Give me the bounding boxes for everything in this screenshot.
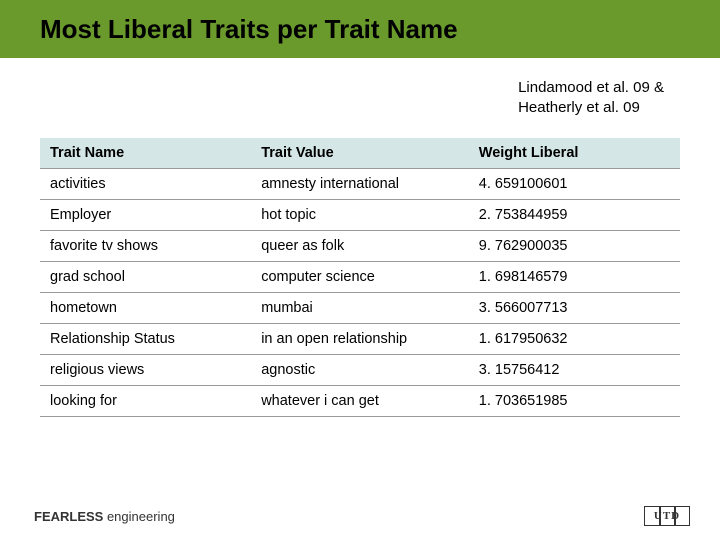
table-cell: 3. 566007713 [469,293,680,324]
table-row: grad schoolcomputer science1. 698146579 [40,262,680,293]
table-cell: Employer [40,200,251,231]
table-cell: 9. 762900035 [469,231,680,262]
table-cell: computer science [251,262,469,293]
table-cell: activities [40,169,251,200]
citation-line: Heatherly et al. 09 [518,98,664,118]
table-cell: hot topic [251,200,469,231]
slide-title: Most Liberal Traits per Trait Name [40,14,458,45]
table-cell: amnesty international [251,169,469,200]
table-row: hometownmumbai3. 566007713 [40,293,680,324]
table-cell: Relationship Status [40,324,251,355]
table-cell: whatever i can get [251,386,469,417]
utd-logo: UTD [644,506,690,526]
table-cell: 2. 753844959 [469,200,680,231]
table-row: looking forwhatever i can get1. 70365198… [40,386,680,417]
table-cell: 1. 703651985 [469,386,680,417]
table-cell: 4. 659100601 [469,169,680,200]
logo-divider [674,507,676,525]
traits-table: Trait Name Trait Value Weight Liberal ac… [40,138,680,417]
table-cell: grad school [40,262,251,293]
table-row: favorite tv showsqueer as folk9. 7629000… [40,231,680,262]
table-cell: in an open relationship [251,324,469,355]
table-cell: 1. 617950632 [469,324,680,355]
table-cell: queer as folk [251,231,469,262]
table-cell: agnostic [251,355,469,386]
table-cell: mumbai [251,293,469,324]
footer-text: FEARLESS engineering [34,509,175,524]
col-header-trait-value: Trait Value [251,138,469,169]
logo-text: UTD [654,510,680,522]
col-header-weight-liberal: Weight Liberal [469,138,680,169]
table-cell: looking for [40,386,251,417]
table-cell: favorite tv shows [40,231,251,262]
table-cell: hometown [40,293,251,324]
table-cell: 3. 15756412 [469,355,680,386]
table-cell: religious views [40,355,251,386]
table-row: activitiesamnesty international4. 659100… [40,169,680,200]
slide: Most Liberal Traits per Trait Name Linda… [0,0,720,540]
table-row: religious viewsagnostic3. 15756412 [40,355,680,386]
table-header-row: Trait Name Trait Value Weight Liberal [40,138,680,169]
table-row: Employerhot topic2. 753844959 [40,200,680,231]
table-row: Relationship Statusin an open relationsh… [40,324,680,355]
citation-line: Lindamood et al. 09 & [518,78,664,98]
footer-rest: engineering [103,509,175,524]
logo-divider [659,507,661,525]
citation: Lindamood et al. 09 & Heatherly et al. 0… [518,78,664,117]
footer-bold: FEARLESS [34,509,103,524]
traits-table-container: Trait Name Trait Value Weight Liberal ac… [40,138,680,417]
col-header-trait-name: Trait Name [40,138,251,169]
table-cell: 1. 698146579 [469,262,680,293]
